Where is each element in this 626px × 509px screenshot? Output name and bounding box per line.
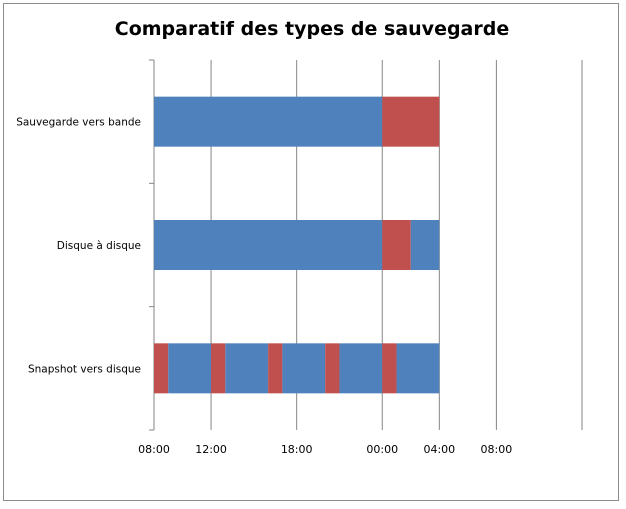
x-tick-label: 08:00 <box>138 443 170 456</box>
x-tick-label: 12:00 <box>195 443 227 456</box>
bar-segment <box>382 343 397 394</box>
bar-segment <box>339 343 383 394</box>
chart-title: Comparatif des types de sauvegarde <box>114 18 510 40</box>
bar-segment <box>382 96 440 147</box>
x-tick-label: 18:00 <box>281 443 313 456</box>
x-tick-label: 00:00 <box>366 443 398 456</box>
bar-segment <box>154 220 383 270</box>
bar-segment <box>268 343 283 394</box>
bar-segment <box>154 343 169 394</box>
bar-segment <box>396 343 440 394</box>
x-tick-label: 08:00 <box>481 443 513 456</box>
bar-segment <box>154 96 383 147</box>
bar-segment <box>325 343 340 394</box>
bar-segment <box>282 343 326 394</box>
x-tick-label: 04:00 <box>423 443 455 456</box>
chart-frame: Comparatif des types de sauvegarde <box>3 3 619 501</box>
bar-segment <box>225 343 269 394</box>
bar-segment <box>410 220 440 270</box>
bar-segment <box>382 220 411 270</box>
category-label: Disque à disque <box>57 240 141 252</box>
category-label: Snapshot vers disque <box>28 363 141 375</box>
category-label: Sauvegarde vers bande <box>16 117 141 129</box>
bar-segment <box>211 343 226 394</box>
bar-segment <box>168 343 212 394</box>
